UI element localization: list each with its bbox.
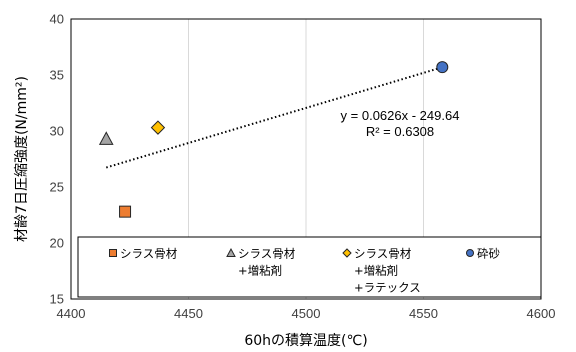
legend-box [77, 236, 542, 298]
x-axis-label: 60hの積算温度(℃) [244, 333, 367, 349]
y-tick-label: 20 [50, 236, 64, 251]
trendline [105, 66, 443, 169]
legend-label: +ラテックス [354, 281, 421, 295]
trendline-r-squared: R² = 0.6308 [366, 124, 434, 139]
y-tick-label: 30 [50, 124, 64, 139]
legend-label: +増粘剤 [354, 264, 398, 278]
legend-marker-square [109, 249, 117, 257]
legend-label: 砕砂 [477, 247, 500, 261]
y-tick-label: 15 [50, 292, 64, 307]
data-points [98, 61, 449, 218]
trendline-equation: y = 0.0626x - 249.64 [341, 108, 460, 123]
plot-area-frame [70, 18, 542, 300]
y-tick-label: 40 [50, 12, 64, 27]
x-tick-labels: 4400 4450 4500 4550 4600 [57, 306, 556, 321]
x-tick-label: 4550 [409, 306, 438, 321]
legend-marker-diamond [342, 248, 352, 258]
legend: シラス骨材 シラス骨材 +増粘剤 シラス骨材 +増粘剤 +ラテックス 砕砂 [109, 247, 500, 295]
legend-label: シラス骨材 [238, 247, 296, 261]
legend-label: +増粘剤 [238, 264, 282, 278]
y-tick-labels: 15 20 25 30 35 40 [50, 12, 64, 307]
x-tick-label: 4600 [527, 306, 556, 321]
legend-marker-triangle [226, 247, 236, 257]
y-tick-label: 25 [50, 180, 64, 195]
data-point-square [119, 205, 132, 218]
data-point-diamond [150, 120, 166, 135]
legend-label: シラス骨材 [354, 247, 412, 261]
y-tick-label: 35 [50, 68, 64, 83]
x-tick-label: 4450 [174, 306, 203, 321]
data-point-triangle [98, 131, 114, 145]
data-point-circle [436, 61, 449, 74]
y-axis-label: 材齢7日圧縮強度(N/mm²) [14, 76, 30, 242]
legend-marker-circle [466, 249, 474, 257]
legend-label: シラス骨材 [120, 247, 178, 261]
x-tick-label: 4400 [57, 306, 86, 321]
x-tick-label: 4500 [292, 306, 321, 321]
